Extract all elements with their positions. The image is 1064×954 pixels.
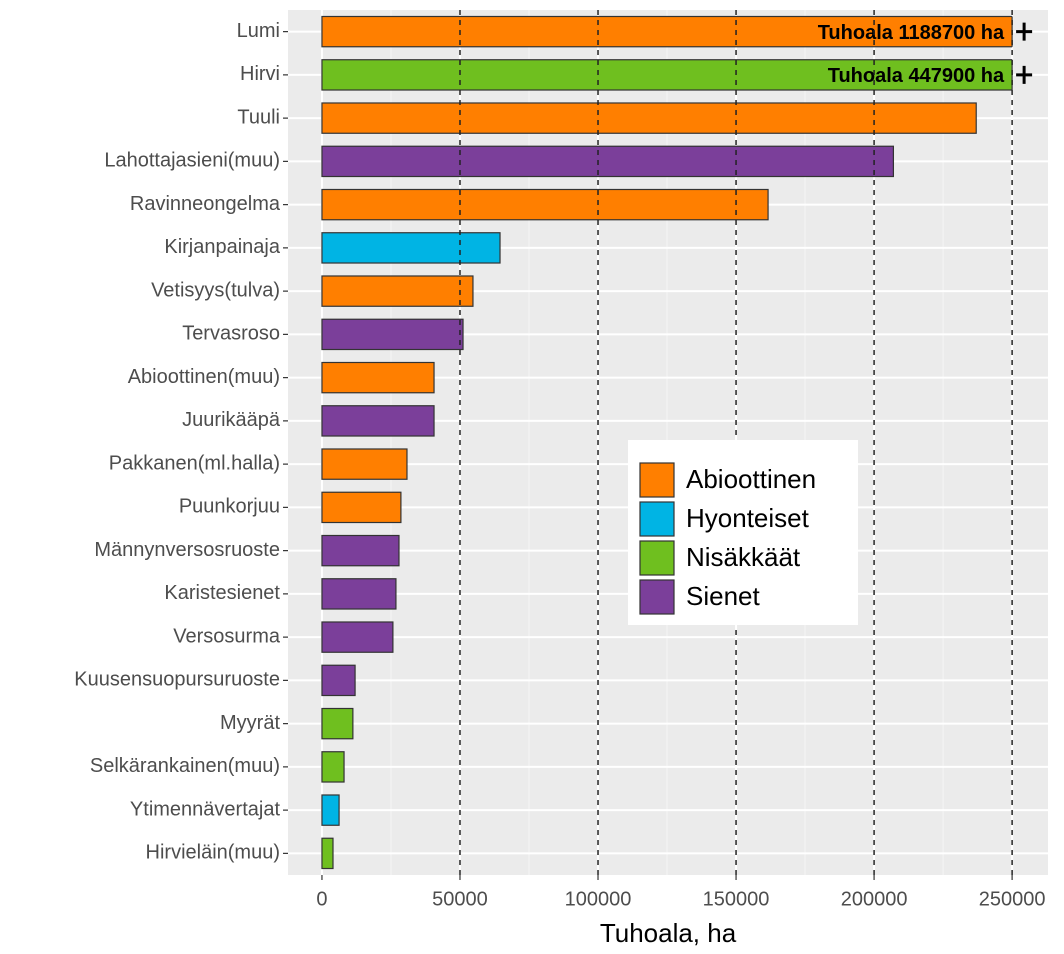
y-tick-label: Lumi <box>237 20 280 42</box>
bar <box>321 751 345 783</box>
y-tick-label: Lahottajasieni(muu) <box>104 150 280 172</box>
x-tick-label: 250000 <box>979 888 1046 910</box>
x-axis-title: Tuhoala, ha <box>600 918 737 948</box>
legend-label: Nisäkkäät <box>686 542 801 572</box>
bar <box>321 707 354 740</box>
bar <box>321 232 501 264</box>
y-tick-label: Selkärankainen(muu) <box>90 755 280 777</box>
y-tick-label: Juurikääpä <box>182 409 281 431</box>
bar <box>321 837 334 870</box>
x-tick-label: 200000 <box>841 888 908 910</box>
value-label: Tuhoala 447900 ha <box>828 65 1005 87</box>
bar <box>321 794 340 826</box>
bar <box>321 15 1013 48</box>
x-tick-label: 100000 <box>565 888 632 910</box>
legend-key <box>639 579 675 615</box>
y-tick-label: Karistesienet <box>164 582 280 604</box>
bar <box>321 621 394 653</box>
legend-label: Hyonteiset <box>686 503 810 533</box>
y-tick-label: Abioottinen(muu) <box>128 366 280 388</box>
bar <box>321 361 435 394</box>
x-tick-label: 0 <box>316 888 327 910</box>
y-tick-label: Tuuli <box>237 106 280 128</box>
legend-key <box>639 501 675 537</box>
bar <box>321 188 769 221</box>
y-tick-label: Myyrät <box>220 712 280 734</box>
bar <box>321 102 977 134</box>
y-tick-label: Pakkanen(ml.halla) <box>109 452 280 474</box>
legend-label: Sienet <box>686 581 760 611</box>
bar <box>321 491 402 524</box>
bar <box>321 534 400 567</box>
bar <box>321 448 408 480</box>
bar <box>321 59 1013 91</box>
y-tick-label: Männynversosruoste <box>94 539 280 561</box>
y-tick-label: Kuusensuopursuruoste <box>74 669 280 691</box>
bar <box>321 664 356 697</box>
y-tick-label: Puunkorjuu <box>179 496 280 518</box>
bar <box>321 275 474 307</box>
y-tick-label: Tervasroso <box>182 323 280 345</box>
y-tick-label: Hirvieläin(muu) <box>146 842 280 864</box>
bar <box>321 318 464 351</box>
legend-key <box>639 462 675 498</box>
y-tick-label: Ravinneongelma <box>130 193 281 215</box>
value-label: Tuhoala 1188700 ha <box>818 22 1005 44</box>
y-tick-label: Versosurma <box>173 625 281 647</box>
y-tick-label: Vetisyys(tulva) <box>151 279 280 301</box>
y-tick-label: Kirjanpainaja <box>164 236 281 258</box>
bar <box>321 405 435 437</box>
y-tick-label: Hirvi <box>240 63 280 85</box>
bar <box>321 145 895 178</box>
legend-label: Abioottinen <box>686 464 816 494</box>
x-tick-label: 50000 <box>432 888 488 910</box>
legend-key <box>639 540 675 576</box>
bar <box>321 578 397 610</box>
x-tick-label: 150000 <box>703 888 770 910</box>
y-tick-label: Ytimennävertajat <box>130 798 281 820</box>
